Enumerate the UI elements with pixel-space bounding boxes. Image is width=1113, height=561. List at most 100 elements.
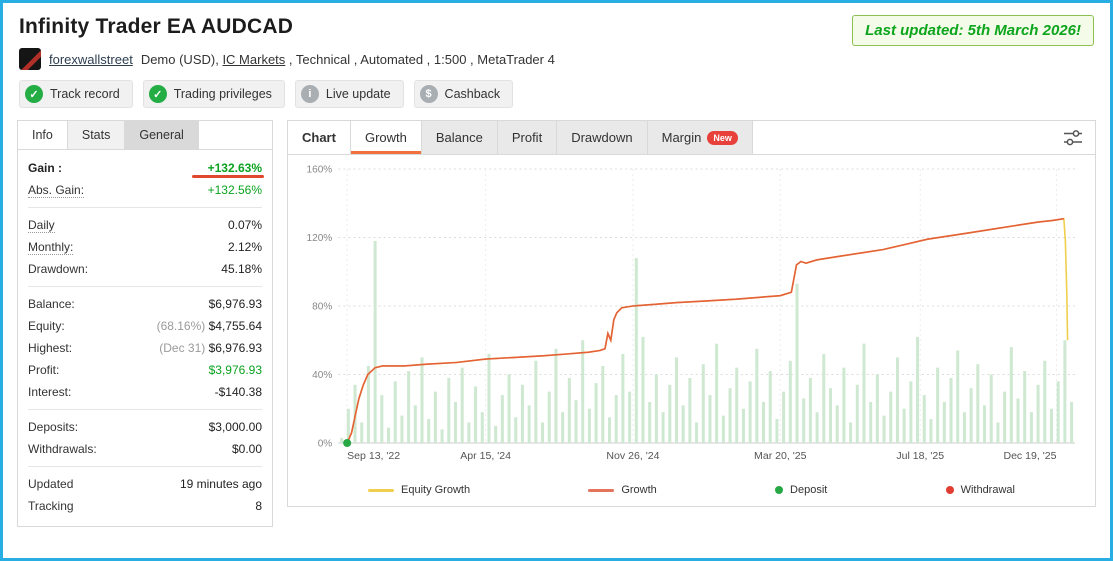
y-tick-label: 160% bbox=[307, 165, 333, 176]
chart-tabs: Chart Growth Balance Profit Drawdown Margin Ne… bbox=[288, 121, 1095, 155]
stat-label: Equity: bbox=[28, 319, 65, 333]
stat-value: +132.63% bbox=[191, 161, 265, 178]
stat-value: +132.56% bbox=[207, 183, 262, 197]
badge-cashback[interactable]: $ Cashback bbox=[413, 80, 514, 108]
badge-label: Track record bbox=[50, 87, 120, 101]
stat-row-monthly: Monthly: 2.12% bbox=[28, 236, 262, 258]
legend-label: Withdrawal bbox=[960, 484, 1015, 496]
x-tick-label: Sep 13, '22 bbox=[347, 450, 400, 462]
tab-drawdown[interactable]: Drawdown bbox=[557, 121, 648, 154]
tab-info[interactable]: Info bbox=[18, 121, 68, 149]
badge-track-record[interactable]: ✓ Track record bbox=[19, 80, 133, 108]
stat-label: Profit: bbox=[28, 363, 60, 377]
x-tick-label: Mar 20, '25 bbox=[754, 450, 807, 462]
y-tick-label: 80% bbox=[312, 302, 332, 313]
growth-chart-svg: 0% 40% 80% 120% 160% Sep 13, '22 Apr 15, '24 No… bbox=[307, 165, 1075, 462]
divider bbox=[28, 286, 262, 287]
stat-label: Updated bbox=[28, 477, 74, 491]
badge-trading-privileges[interactable]: ✓ Trading privileges bbox=[142, 80, 285, 108]
stat-label: Gain : bbox=[28, 161, 63, 175]
tab-label: Balance bbox=[435, 130, 483, 145]
x-tick-label: Dec 19, '25 bbox=[1003, 450, 1056, 462]
tab-margin[interactable]: Margin New bbox=[647, 121, 753, 154]
tab-profit[interactable]: Profit bbox=[497, 121, 558, 154]
stat-row-profit: Profit: $3,976.93 bbox=[28, 359, 262, 381]
legend-growth[interactable]: Growth bbox=[588, 484, 657, 496]
tab-growth[interactable]: Growth bbox=[350, 121, 422, 154]
stat-value-note: (Dec 31) bbox=[159, 341, 209, 355]
badge-live-update[interactable]: i Live update bbox=[294, 80, 404, 108]
stat-value: $0.00 bbox=[231, 442, 262, 456]
info-panel-tabs: Info Stats General bbox=[18, 121, 272, 150]
tab-general[interactable]: General bbox=[125, 121, 199, 149]
x-tick-label: Nov 26, '24 bbox=[606, 450, 659, 462]
legend-equity-growth[interactable]: Equity Growth bbox=[368, 484, 470, 496]
content: Info Stats General Gain : +132.63% Abs. Gain… bbox=[3, 118, 1110, 527]
info-icon: i bbox=[300, 85, 319, 103]
x-tick-label: Jul 18, '25 bbox=[896, 450, 944, 462]
stat-value: 2.12% bbox=[227, 240, 262, 254]
stat-row-withdrawals: Withdrawals: $0.00 bbox=[28, 438, 262, 460]
page-title: Infinity Trader EA AUDCAD bbox=[19, 15, 294, 38]
legend-withdrawal[interactable]: Withdrawal bbox=[945, 484, 1015, 496]
last-updated-note: Last updated: 5th March 2026! bbox=[852, 15, 1094, 46]
stat-value: 45.18% bbox=[221, 262, 262, 276]
stat-label: Abs. Gain: bbox=[28, 182, 85, 198]
tab-label: Growth bbox=[364, 130, 407, 145]
stat-value: 0.07% bbox=[227, 218, 262, 232]
stat-value: (Dec 31) $6,976.93 bbox=[159, 341, 262, 355]
stat-label: Interest: bbox=[28, 385, 72, 399]
tab-chart[interactable]: Chart bbox=[288, 121, 351, 154]
tab-balance[interactable]: Balance bbox=[421, 121, 498, 154]
stat-value: $3,000.00 bbox=[208, 420, 262, 434]
legend-label: Growth bbox=[621, 484, 657, 496]
legend-label: Deposit bbox=[790, 484, 828, 496]
stat-value-note: (68.16%) bbox=[156, 319, 209, 333]
y-tick-label: 40% bbox=[312, 370, 332, 381]
tab-label: Profit bbox=[511, 130, 543, 145]
chart-settings-icon[interactable] bbox=[1051, 121, 1095, 154]
badges-row: ✓ Track record ✓ Trading privileges i Live up… bbox=[3, 70, 1110, 118]
stat-row-drawdown: Drawdown: 45.18% bbox=[28, 258, 262, 280]
stat-row-updated: Updated 19 minutes ago bbox=[28, 473, 262, 495]
check-icon: ✓ bbox=[25, 85, 43, 103]
divider bbox=[28, 409, 262, 410]
growth-chart: 0% 40% 80% 120% 160% Sep 13, '22 Apr 15, '24 No… bbox=[288, 155, 1095, 482]
stat-label: Monthly: bbox=[28, 239, 74, 255]
legend-swatch-equity-growth bbox=[368, 488, 394, 492]
deposit-marker bbox=[343, 439, 352, 447]
stat-value: -$140.38 bbox=[214, 385, 262, 399]
stat-value: $6,976.93 bbox=[208, 297, 262, 311]
account-line: forexwallstreet Demo (USD), IC Markets ,… bbox=[3, 39, 1110, 70]
badge-label: Trading privileges bbox=[173, 87, 272, 101]
tab-stats[interactable]: Stats bbox=[67, 121, 126, 149]
y-tick-label: 0% bbox=[318, 439, 333, 450]
badge-label: Live update bbox=[325, 87, 391, 101]
stat-value: 19 minutes ago bbox=[179, 477, 262, 491]
legend-deposit[interactable]: Deposit bbox=[775, 484, 827, 496]
broker-link[interactable]: IC Markets bbox=[222, 51, 286, 67]
account-details: Demo (USD), IC Markets , Technical , Aut… bbox=[141, 52, 555, 67]
divider bbox=[28, 466, 262, 467]
stat-row-highest: Highest: (Dec 31) $6,976.93 bbox=[28, 337, 262, 359]
chart-legend: Equity Growth Growth Deposit Withdrawal bbox=[288, 482, 1095, 506]
stat-row-tracking: Tracking 8 bbox=[28, 495, 262, 517]
legend-swatch-withdrawal bbox=[945, 486, 954, 494]
trader-avatar[interactable] bbox=[19, 48, 41, 70]
stat-row-equity: Equity: (68.16%) $4,755.64 bbox=[28, 315, 262, 337]
x-tick-label: Apr 15, '24 bbox=[460, 450, 511, 462]
header: Infinity Trader EA AUDCAD Last updated: … bbox=[3, 3, 1110, 46]
legend-label: Equity Growth bbox=[401, 484, 471, 496]
trader-link[interactable]: forexwallstreet bbox=[49, 51, 133, 67]
stat-value: 8 bbox=[255, 499, 262, 513]
stat-row-interest: Interest: -$140.38 bbox=[28, 381, 262, 403]
stat-row-deposits: Deposits: $3,000.00 bbox=[28, 416, 262, 438]
chart-panel: Chart Growth Balance Profit Drawdown Margin Ne… bbox=[287, 120, 1096, 507]
stat-value: (68.16%) $4,755.64 bbox=[156, 319, 262, 333]
tab-label: Margin bbox=[661, 130, 702, 145]
cashback-icon: $ bbox=[419, 85, 438, 103]
stat-row-abs-gain: Abs. Gain: +132.56% bbox=[28, 179, 262, 201]
info-panel: Info Stats General Gain : +132.63% Abs. Gain… bbox=[17, 120, 273, 527]
tab-label: Chart bbox=[302, 130, 336, 145]
